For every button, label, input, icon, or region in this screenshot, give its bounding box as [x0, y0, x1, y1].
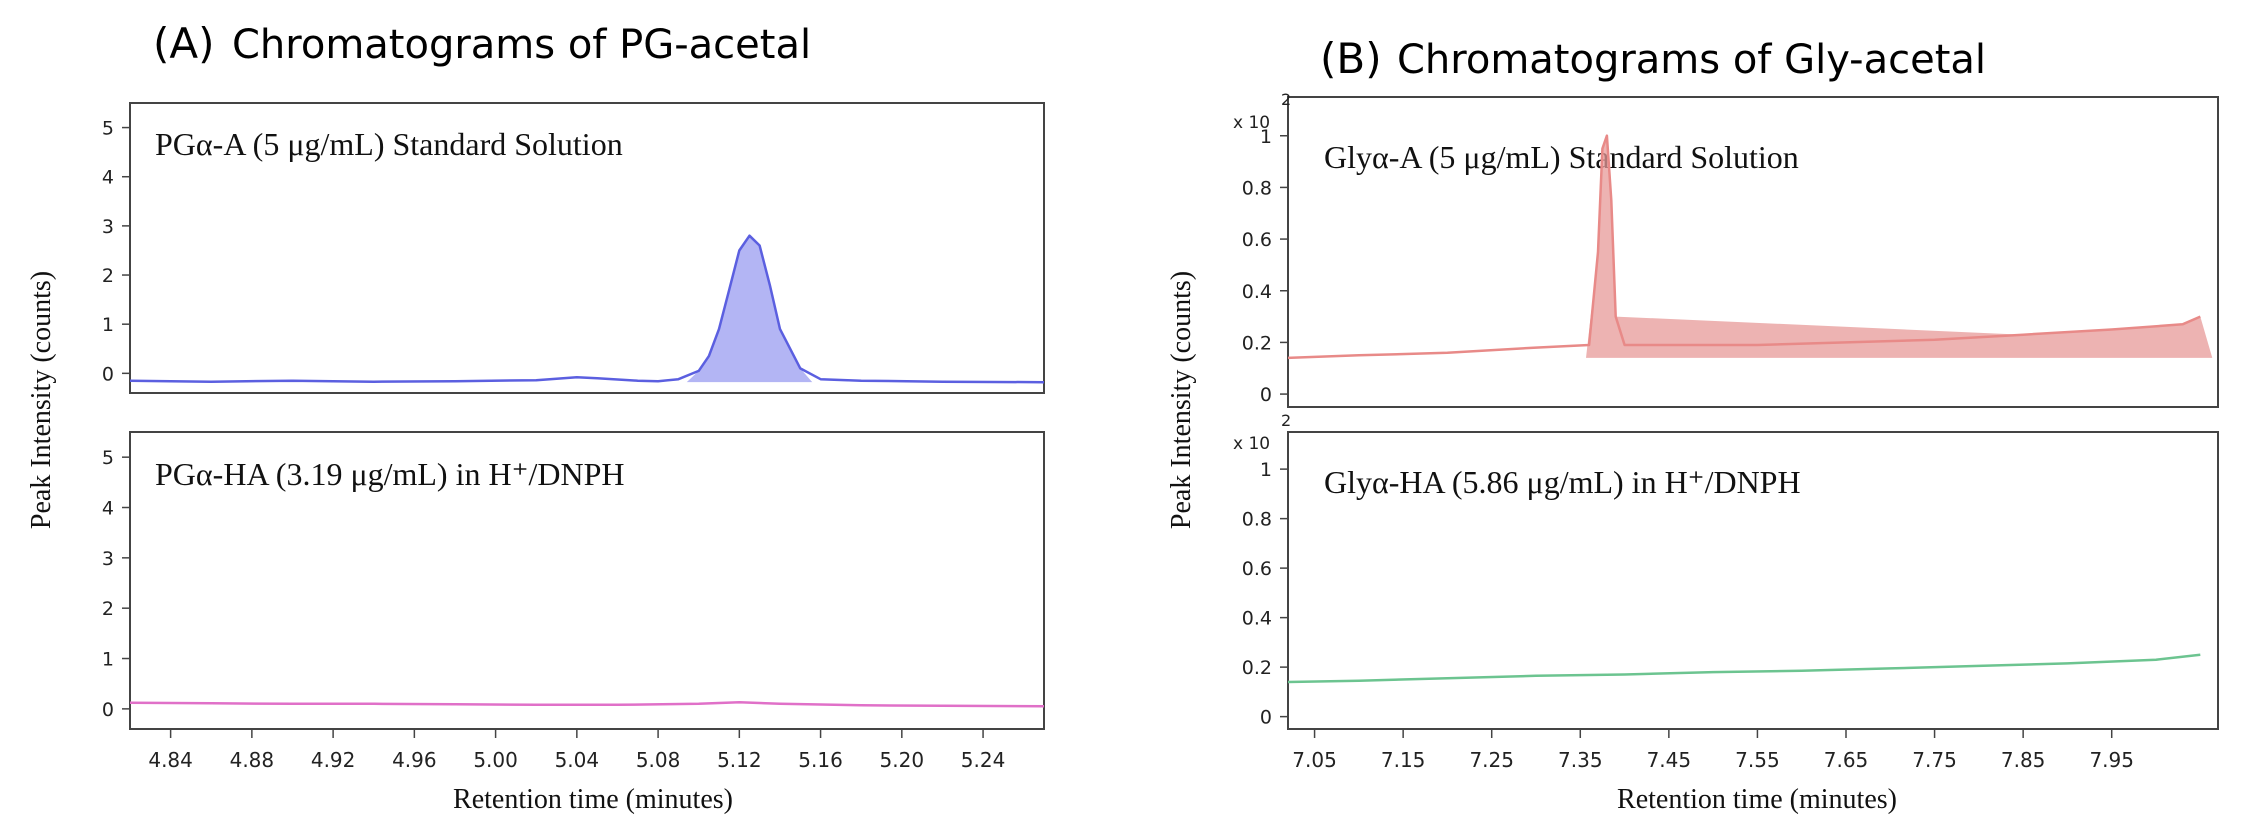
- gly-standard-ytick-label: 0.2: [1242, 332, 1272, 354]
- pg-sample-xtick-label: 4.88: [230, 748, 275, 772]
- gly-standard-ytick-label: 1: [1260, 126, 1272, 148]
- panel-b-ylabel: Peak Intensity (counts): [1166, 271, 1197, 529]
- panel-a-ylabel: Peak Intensity (counts): [26, 271, 57, 529]
- gly-sample-xtick-label: 7.95: [2089, 748, 2134, 772]
- pg-sample-ytick-label: 3: [102, 548, 114, 570]
- gly-sample-xtick-label: 7.05: [1292, 748, 1337, 772]
- pg-standard-trace-line: [129, 234, 1045, 384]
- pg-standard-ytick-label: 2: [102, 265, 114, 287]
- gly-sample-trace-line: [1287, 653, 2201, 684]
- pg-sample-xtick-label: 5.16: [798, 748, 843, 772]
- panel-a-label: (A): [153, 19, 215, 68]
- gly-sample-xtick-label: 7.15: [1381, 748, 1426, 772]
- gly-sample-plot-frame: [1287, 431, 2219, 730]
- gly-sample-ytick-label: 1: [1260, 459, 1272, 481]
- gly-sample-xtick-label: 7.75: [1912, 748, 1957, 772]
- gly-sample-xtick-label: 7.35: [1558, 748, 1603, 772]
- gly-sample-scale-label: x 10: [1233, 434, 1270, 454]
- pg-sample-xtick-label: 4.92: [311, 748, 356, 772]
- panel-a-xlabel: Retention time (minutes): [453, 784, 733, 815]
- pg-sample-ytick-label: 2: [102, 598, 114, 620]
- gly-standard-peak-area: [1586, 135, 2213, 358]
- gly-sample-ytick-label: 0.4: [1242, 608, 1272, 630]
- gly-standard-ytick-label: 0.4: [1242, 281, 1272, 303]
- pg-standard-ytick-label: 1: [102, 314, 114, 336]
- gly-standard-scale-exponent: 2: [1281, 90, 1291, 109]
- gly-standard-ytick-label: 0: [1260, 384, 1272, 406]
- pg-standard-peak-area: [686, 235, 813, 383]
- pg-sample-xtick-label: 5.24: [961, 748, 1006, 772]
- gly-sample-xtick-label: 7.25: [1469, 748, 1514, 772]
- gly-sample-ytick-label: 0.6: [1242, 558, 1272, 580]
- gly-sample-scale-exponent: 2: [1281, 411, 1291, 430]
- gly-standard-plot-frame: [1287, 96, 2219, 408]
- gly-sample-title: Glyα-HA (5.86 μg/mL) in H⁺/DNPH: [1324, 464, 1801, 500]
- pg-standard-ytick-label: 0: [102, 363, 114, 385]
- pg-sample-xtick-label: 5.08: [636, 748, 681, 772]
- gly-sample-xtick-label: 7.65: [1824, 748, 1869, 772]
- pg-standard-ytick-label: 5: [102, 118, 114, 140]
- gly-sample-xtick-label: 7.55: [1735, 748, 1780, 772]
- gly-standard-ytick-label: 0.6: [1242, 229, 1272, 251]
- pg-standard-plot-frame: [129, 102, 1045, 394]
- gly-standard-scale-label: x 10: [1233, 113, 1270, 133]
- gly-sample-ytick-label: 0: [1260, 707, 1272, 729]
- gly-sample-ytick-label: 0.8: [1242, 509, 1272, 531]
- gly-standard-trace-line: [1287, 134, 2201, 360]
- pg-sample-ytick-label: 0: [102, 699, 114, 721]
- pg-sample-xtick-label: 4.96: [392, 748, 437, 772]
- gly-sample-xtick-label: 7.45: [1647, 748, 1692, 772]
- pg-sample-ytick-label: 1: [102, 649, 114, 671]
- pg-sample-xtick-label: 4.84: [148, 748, 193, 772]
- gly-standard-ytick-label: 0.8: [1242, 177, 1272, 199]
- pg-sample-ytick-label: 4: [102, 498, 114, 520]
- pg-sample-xtick-label: 5.12: [717, 748, 762, 772]
- gly-sample-xtick-label: 7.85: [2001, 748, 2046, 772]
- pg-standard-ytick-label: 3: [102, 216, 114, 238]
- pg-sample-plot-frame: [129, 431, 1045, 730]
- pg-sample-xtick-label: 5.00: [473, 748, 518, 772]
- pg-sample-ytick-label: 5: [102, 447, 114, 469]
- panel-b-label: (B): [1320, 34, 1382, 83]
- pg-sample-xtick-label: 5.04: [555, 748, 600, 772]
- panel-a-title: Chromatograms of PG-acetal: [232, 22, 811, 68]
- panel-b-title: Chromatograms of Gly-acetal: [1397, 37, 1986, 83]
- pg-standard-title: PGα-A (5 μg/mL) Standard Solution: [155, 126, 623, 162]
- pg-sample-xtick-label: 5.20: [880, 748, 925, 772]
- pg-sample-trace-line: [129, 701, 1045, 708]
- pg-standard-ytick-label: 4: [102, 167, 114, 189]
- gly-sample-ytick-label: 0.2: [1242, 657, 1272, 679]
- panel-b-xlabel: Retention time (minutes): [1617, 784, 1897, 815]
- pg-sample-title: PGα-HA (3.19 μg/mL) in H⁺/DNPH: [155, 456, 624, 492]
- gly-standard-title: Glyα-A (5 μg/mL) Standard Solution: [1324, 139, 1799, 175]
